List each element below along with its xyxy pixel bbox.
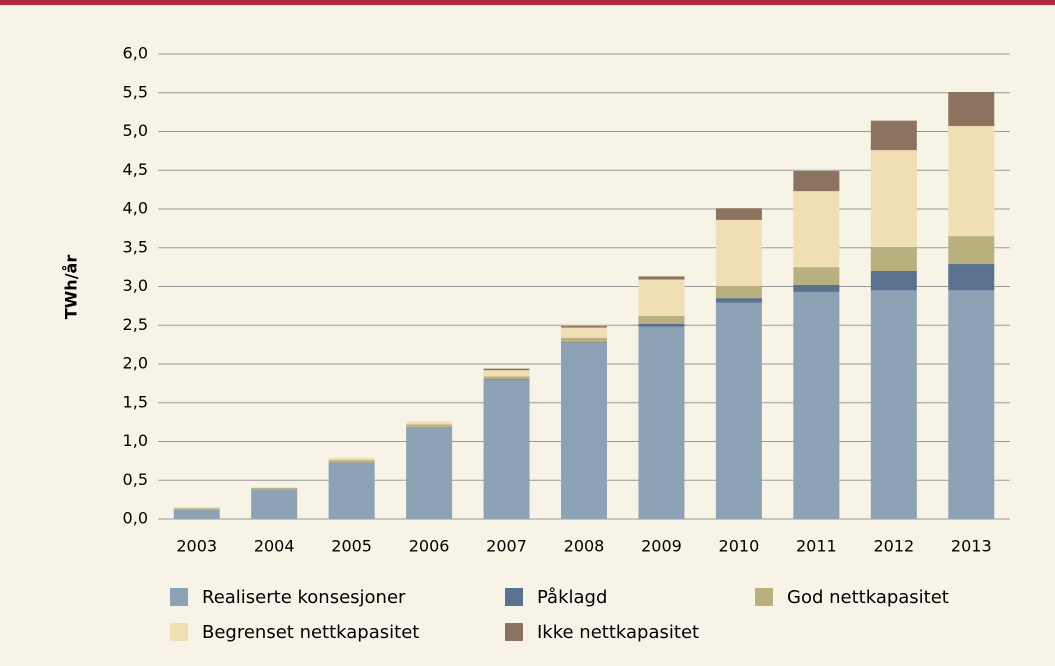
y-tick-label: 1,0 [123,431,148,450]
bar-segment [638,315,685,324]
x-tick-label: 2007 [486,537,527,556]
x-tick-label: 2004 [254,537,295,556]
x-tick-label: 2009 [641,537,682,556]
bar-segment [715,219,762,286]
bar-segment [483,368,530,371]
x-tick-label: 2013 [951,537,992,556]
bar-segment [638,323,685,327]
legend-swatch [170,623,188,641]
bar-segment [793,171,840,192]
bar-segment [638,279,685,316]
legend-label: Ikke nettkapasitet [537,622,699,643]
bar-segment [948,236,995,265]
y-tick-label: 2,5 [123,315,148,334]
top-rule [0,0,1055,5]
bar-segment [483,380,530,519]
bar-segment [870,246,917,271]
bar-segment [561,326,607,328]
bar-segment [173,508,220,510]
legend-swatch [505,588,523,606]
bar-segment [561,342,607,344]
legend-label: Realiserte konsesjoner [202,587,406,608]
x-tick-label: 2010 [719,537,760,556]
x-tick-label: 2006 [409,537,450,556]
bar-segment [948,91,995,127]
bar-segment [715,208,762,220]
y-tick-label: 3,0 [123,276,148,295]
bar-segment [870,271,917,291]
bar-segment [948,126,995,237]
y-tick-label: 3,5 [123,237,148,256]
y-tick-label: 6,0 [123,44,148,63]
x-tick-label: 2011 [796,537,837,556]
x-tick-label: 2008 [564,537,605,556]
y-axis-label: TWh/år [62,255,81,320]
bar-segment [251,488,298,490]
legend-label: Begrenset nettkapasitet [202,622,419,643]
bar-segment [793,267,840,285]
bar-segment [638,326,685,519]
bar-segment [948,290,995,519]
bar-segment [870,120,917,151]
legend-swatch [755,588,773,606]
bar-segment [793,291,840,519]
y-tick-label: 4,5 [123,160,148,179]
bar-segment [870,290,917,519]
bar-segment [638,276,685,280]
bar-segment [483,370,530,377]
legend-swatch [505,623,523,641]
bar-segment [870,150,917,247]
bar-segment [328,457,375,461]
bar-segment [406,424,453,427]
bar-segment [561,337,607,343]
bar-segment [328,460,375,463]
bar-segment [173,507,220,509]
bar-segment [715,298,762,303]
bar-segment [406,426,453,519]
bar-segment [251,489,298,519]
x-tick-label: 2003 [176,537,217,556]
bar-segment [793,284,840,292]
bar-segment [173,509,220,519]
bar-segment [561,327,607,338]
bar-segment [715,302,762,519]
legend-label: Påklagd [537,587,607,608]
bar-segment [715,285,762,299]
bar-segment [406,421,453,425]
y-tick-label: 2,0 [123,354,148,373]
y-tick-label: 0,5 [123,470,148,489]
legend-swatch [170,588,188,606]
bar-segment [483,379,530,381]
y-tick-label: 4,0 [123,199,148,218]
legend-label: God nettkapasitet [787,587,949,608]
y-tick-label: 5,5 [123,82,148,101]
y-tick-label: 0,0 [123,509,148,528]
bar-segment [793,191,840,268]
bar-segment [251,487,298,488]
bar-segment [483,376,530,380]
x-tick-label: 2012 [873,537,914,556]
x-tick-label: 2005 [331,537,372,556]
y-tick-label: 1,5 [123,392,148,411]
y-tick-label: 5,0 [123,121,148,140]
bar-segment [948,264,995,291]
bar-segment [328,462,375,519]
bar-segment [561,343,607,519]
